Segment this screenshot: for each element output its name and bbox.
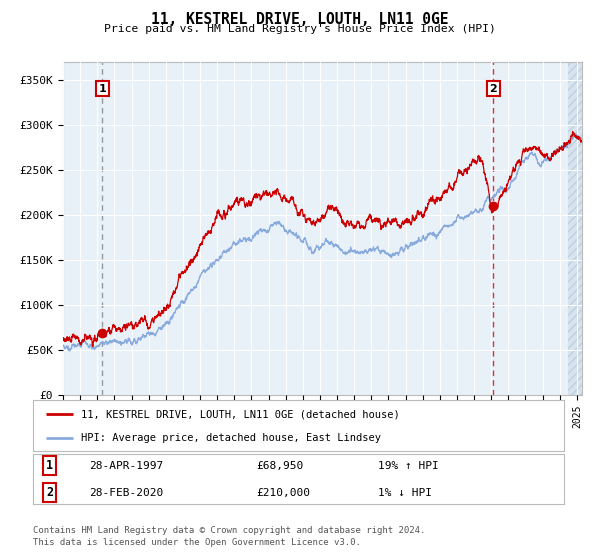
Text: Contains HM Land Registry data © Crown copyright and database right 2024.: Contains HM Land Registry data © Crown c… xyxy=(33,526,425,535)
Text: 2: 2 xyxy=(490,83,497,94)
Text: 28-APR-1997: 28-APR-1997 xyxy=(89,461,163,471)
Bar xyxy=(568,62,590,395)
Text: 1: 1 xyxy=(98,83,106,94)
Bar xyxy=(568,62,590,395)
Text: 11, KESTREL DRIVE, LOUTH, LN11 0GE (detached house): 11, KESTREL DRIVE, LOUTH, LN11 0GE (deta… xyxy=(81,409,400,419)
Text: 2: 2 xyxy=(46,487,53,500)
Text: HPI: Average price, detached house, East Lindsey: HPI: Average price, detached house, East… xyxy=(81,433,381,443)
Text: 28-FEB-2020: 28-FEB-2020 xyxy=(89,488,163,498)
Text: 1: 1 xyxy=(46,459,53,472)
Text: 1% ↓ HPI: 1% ↓ HPI xyxy=(378,488,432,498)
Text: £68,950: £68,950 xyxy=(256,461,303,471)
Text: 19% ↑ HPI: 19% ↑ HPI xyxy=(378,461,439,471)
Text: 11, KESTREL DRIVE, LOUTH, LN11 0GE: 11, KESTREL DRIVE, LOUTH, LN11 0GE xyxy=(151,12,449,27)
Text: This data is licensed under the Open Government Licence v3.0.: This data is licensed under the Open Gov… xyxy=(33,538,361,547)
Text: Price paid vs. HM Land Registry's House Price Index (HPI): Price paid vs. HM Land Registry's House … xyxy=(104,24,496,34)
Text: £210,000: £210,000 xyxy=(256,488,310,498)
